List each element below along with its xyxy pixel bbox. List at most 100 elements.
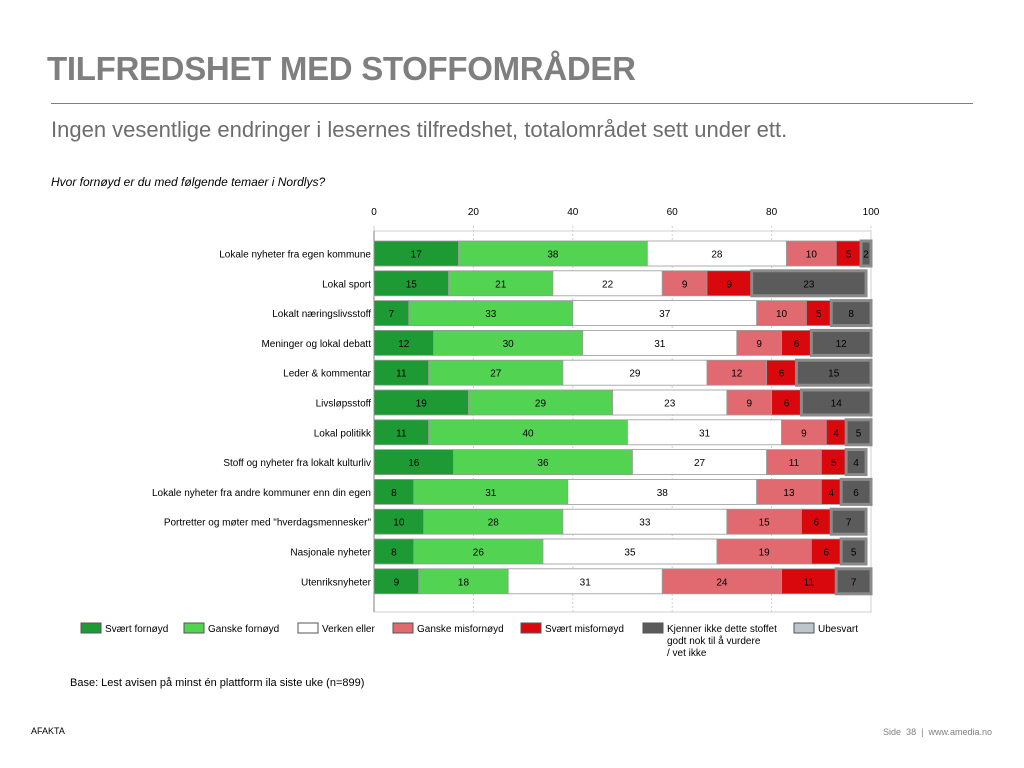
data-label: 27 xyxy=(490,369,502,380)
bar-segment xyxy=(839,537,868,566)
data-label: 15 xyxy=(828,369,840,380)
data-label: 30 xyxy=(503,339,515,350)
data-label: 24 xyxy=(716,577,728,588)
category-label: Lokal sport xyxy=(322,279,371,290)
data-label: 9 xyxy=(727,279,733,290)
data-label: 40 xyxy=(523,428,535,439)
bar-segment xyxy=(805,300,832,327)
bar-segment xyxy=(799,388,873,417)
data-label: 12 xyxy=(836,339,848,350)
data-label: 28 xyxy=(711,250,723,261)
data-label: 10 xyxy=(393,518,405,529)
data-label: 5 xyxy=(856,428,862,439)
legend-label: Ubesvart xyxy=(818,624,858,635)
bar-segment xyxy=(572,300,758,327)
legend-swatch xyxy=(642,622,664,634)
category-label: Portretter og møter med "hverdagsmennesk… xyxy=(164,518,372,529)
category-label: Utenriksnyheter xyxy=(301,577,372,588)
bar-segment xyxy=(373,329,435,356)
data-label: 6 xyxy=(794,339,800,350)
footer-url[interactable]: www.amedia.no xyxy=(928,727,992,737)
data-label: 28 xyxy=(488,518,500,529)
data-label: 31 xyxy=(654,339,666,350)
bar-segment xyxy=(781,568,837,595)
category-label: Lokalt næringslivsstoff xyxy=(272,309,371,320)
bar-segment xyxy=(750,269,868,298)
data-label: 4 xyxy=(853,458,859,469)
bar-segment xyxy=(632,449,768,476)
bar-segment xyxy=(458,240,648,267)
legend-label: Verken eller xyxy=(322,624,375,635)
bar-segment xyxy=(786,240,837,267)
data-label: 6 xyxy=(823,548,829,559)
data-label: 9 xyxy=(746,399,752,410)
bar-segment xyxy=(418,568,509,595)
data-label: 6 xyxy=(779,369,785,380)
data-label: 21 xyxy=(495,279,507,290)
data-label: 5 xyxy=(846,250,852,261)
x-tick-label: 40 xyxy=(567,207,579,218)
bar-segment xyxy=(706,270,753,297)
bar-segment xyxy=(829,507,868,536)
x-tick-label: 100 xyxy=(863,207,880,218)
bar-segment xyxy=(820,449,847,476)
data-label: 7 xyxy=(846,518,852,529)
data-label: 22 xyxy=(602,279,614,290)
bar-segment xyxy=(373,508,425,535)
survey-question: Hvor fornøyd er du med følgende temaer i… xyxy=(51,175,326,189)
bar-segment xyxy=(839,477,873,506)
data-label: 10 xyxy=(806,250,818,261)
bar-segment xyxy=(736,329,782,356)
category-label: Lokale nyheter fra egen kommune xyxy=(219,250,371,261)
data-label: 31 xyxy=(580,577,592,588)
data-label: 38 xyxy=(547,250,559,261)
data-label: 26 xyxy=(473,548,485,559)
x-tick-label: 20 xyxy=(468,207,480,218)
data-label: 9 xyxy=(394,577,400,588)
bar-segment xyxy=(612,389,728,416)
legend-swatch xyxy=(793,622,815,634)
footer-page-label: Side xyxy=(883,727,902,737)
bar-segment xyxy=(756,478,822,505)
bar-segment xyxy=(428,359,564,386)
page-title: TILFREDSHET MED STOFFOMRÅDER xyxy=(47,50,636,87)
bar-segment xyxy=(835,240,862,267)
data-label: 31 xyxy=(485,488,497,499)
legend-swatch xyxy=(520,622,542,634)
data-label: 10 xyxy=(776,309,788,320)
data-label: 31 xyxy=(699,428,711,439)
bar-segment xyxy=(433,329,584,356)
bar-segment xyxy=(373,300,410,327)
x-tick-label: 80 xyxy=(766,207,778,218)
bar-segment xyxy=(756,300,807,327)
legend-label: Kjenner ikke dette stoffet godt nok til å… xyxy=(667,624,777,659)
data-label: 12 xyxy=(398,339,410,350)
footer-brand: AFAKTA xyxy=(31,726,65,736)
data-label: 6 xyxy=(853,488,859,499)
data-label: 5 xyxy=(831,458,837,469)
bar-segment xyxy=(373,270,449,297)
bar-segment xyxy=(373,449,454,476)
data-label: 27 xyxy=(694,458,706,469)
x-tick-label: 60 xyxy=(667,207,679,218)
data-label: 6 xyxy=(784,399,790,410)
data-label: 4 xyxy=(833,428,839,439)
bar-segment xyxy=(834,567,873,596)
data-label: 8 xyxy=(848,309,854,320)
bar-segment xyxy=(781,329,812,356)
bar-segment xyxy=(567,478,758,505)
bar-segment xyxy=(413,478,569,505)
legend-label: Svært misfornøyd xyxy=(545,624,624,635)
bar-segment xyxy=(373,419,430,446)
bar-segment xyxy=(468,389,613,416)
data-label: 19 xyxy=(759,548,771,559)
footer-page-info: Side 38 | www.amedia.no xyxy=(836,727,992,737)
legend-swatch xyxy=(392,622,414,634)
bar-segment xyxy=(373,478,415,505)
data-label: 37 xyxy=(659,309,671,320)
footer-separator: | xyxy=(921,727,924,737)
data-label: 33 xyxy=(639,518,651,529)
x-tick-label: 0 xyxy=(371,207,377,218)
legend-swatch xyxy=(183,622,205,634)
